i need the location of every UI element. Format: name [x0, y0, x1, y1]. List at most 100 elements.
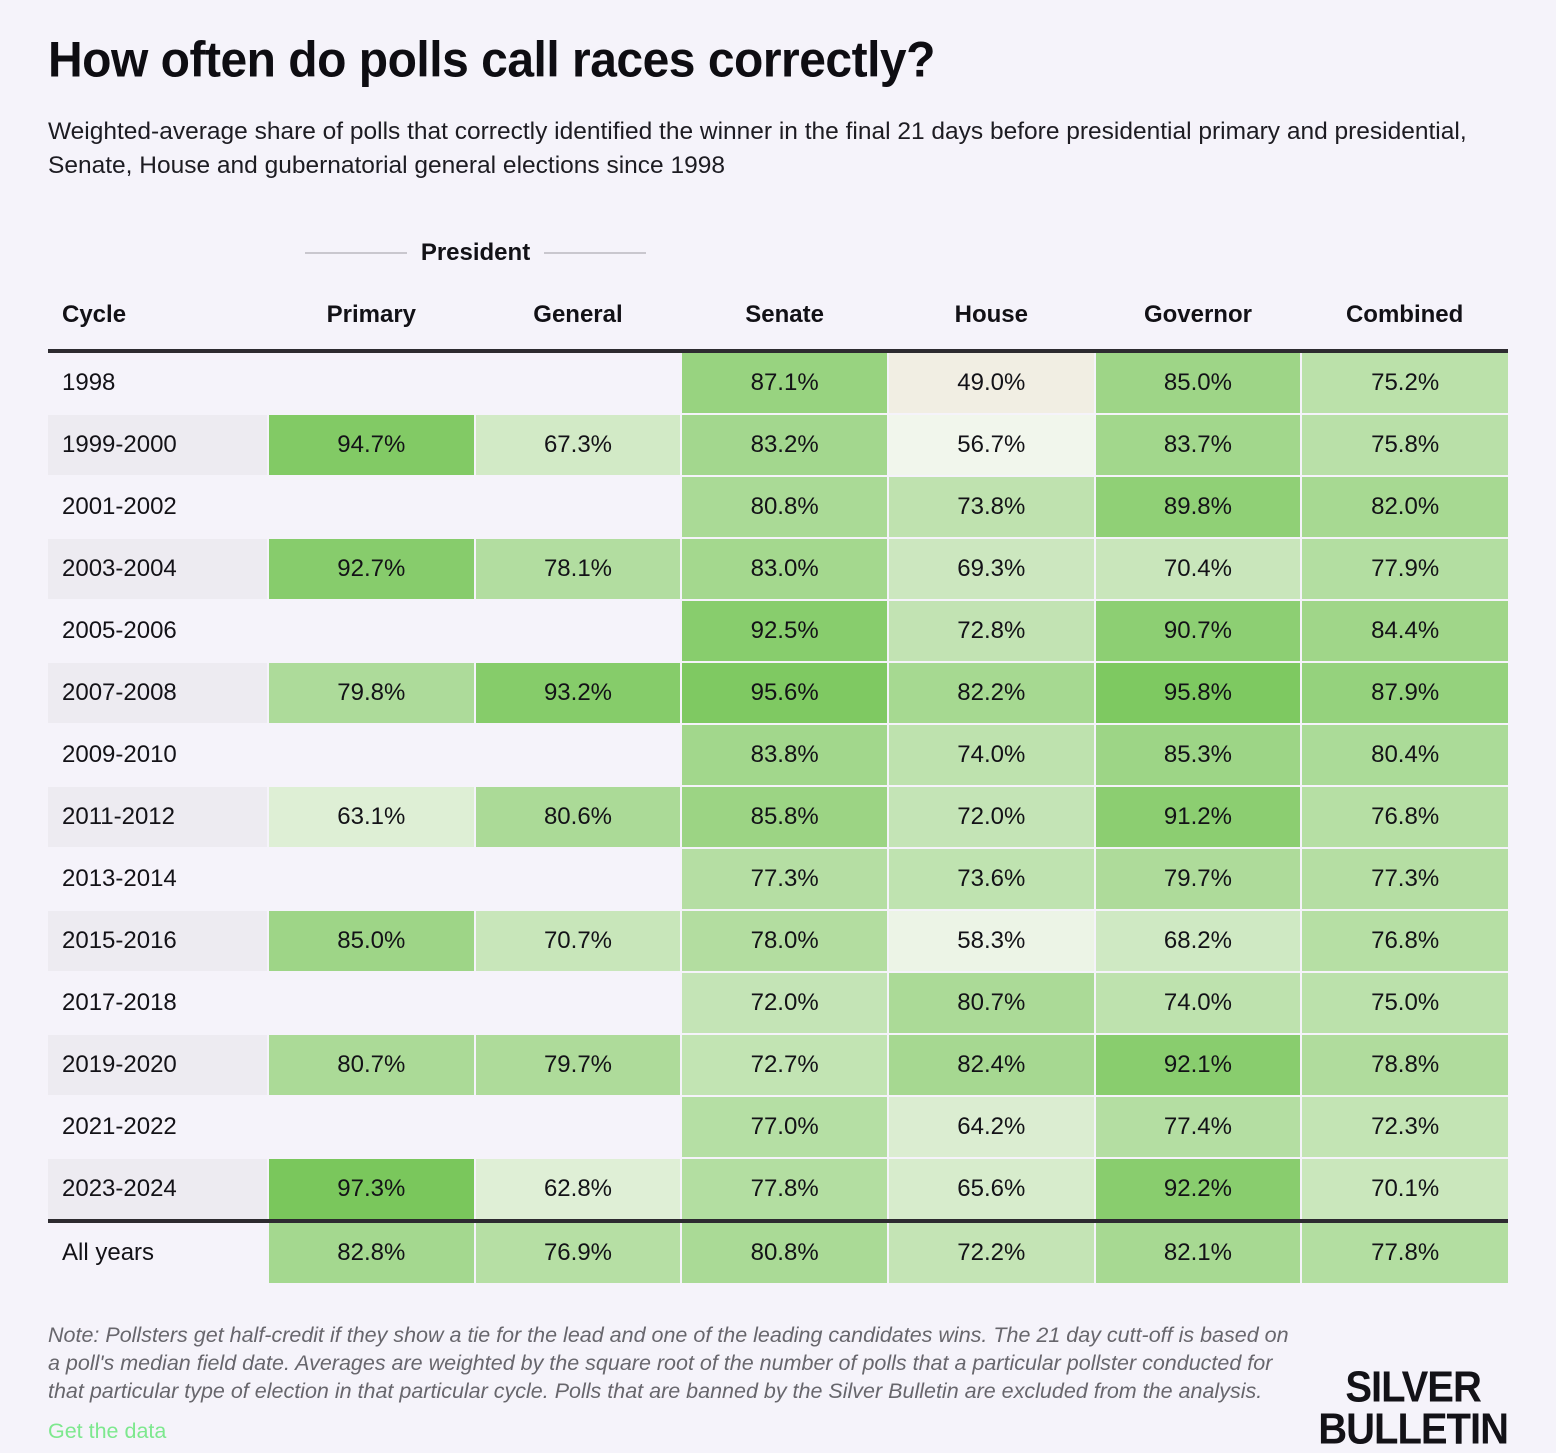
- cycle-label: 2013-2014: [48, 848, 268, 911]
- table-row: 2009-2010 83.8% 74.0% 85.3% 80.4%: [48, 724, 1508, 787]
- cell-governor: 95.8%: [1093, 662, 1302, 725]
- silver-bulletin-logo: SILVER BULLETIN: [1318, 1363, 1509, 1453]
- cycle-label: 2007-2008: [48, 662, 268, 725]
- table-row: 2005-2006 92.5% 72.8% 90.7% 84.4%: [48, 600, 1508, 663]
- cycle-label: 2017-2018: [48, 972, 268, 1035]
- cell-governor: 68.2%: [1093, 910, 1302, 973]
- footer-left: Note: Pollsters get half-credit if they …: [48, 1321, 1298, 1444]
- cell-primary: 92.7%: [267, 538, 475, 601]
- table-header-row: Cycle Primary General Senate House Governor Co…: [48, 291, 1508, 353]
- table-row: 2003-2004 92.7% 78.1% 83.0% 69.3% 70.4% 77.9%: [48, 538, 1508, 601]
- cell-combined: 70.1%: [1300, 1158, 1508, 1222]
- column-header-primary: Primary: [268, 291, 475, 353]
- cell-primary: 97.3%: [267, 1158, 475, 1222]
- logo-line-1: SILVER: [1345, 1363, 1482, 1412]
- footer: Note: Pollsters get half-credit if they …: [48, 1321, 1509, 1451]
- get-the-data-link[interactable]: Get the data: [48, 1419, 167, 1443]
- polls-accuracy-table: Cycle Primary General Senate House Governor Co…: [48, 291, 1508, 1285]
- column-header-senate: Senate: [681, 291, 888, 353]
- cell-house: 72.0%: [886, 786, 1095, 849]
- cell-combined: 82.0%: [1300, 476, 1508, 539]
- cell-governor: 83.7%: [1093, 414, 1302, 477]
- cell-governor: 82.1%: [1093, 1219, 1302, 1285]
- cell-house: 82.4%: [886, 1034, 1095, 1097]
- table-row: 2001-2002 80.8% 73.8% 89.8% 82.0%: [48, 476, 1508, 539]
- cell-general: [473, 351, 682, 415]
- cell-general: 78.1%: [473, 538, 682, 601]
- cycle-label: 2021-2022: [48, 1096, 268, 1159]
- cell-primary: [267, 724, 475, 787]
- cell-senate: 77.0%: [680, 1096, 888, 1159]
- cell-general: [473, 1096, 682, 1159]
- cell-primary: 79.8%: [267, 662, 475, 725]
- cell-governor: 85.0%: [1093, 351, 1302, 415]
- cycle-label: 2005-2006: [48, 600, 268, 663]
- cell-general: [473, 724, 682, 787]
- cell-general: 93.2%: [473, 662, 682, 725]
- cell-house: 49.0%: [886, 351, 1095, 415]
- table-row: 2015-2016 85.0% 70.7% 78.0% 58.3% 68.2% 76.8%: [48, 910, 1508, 973]
- table-row: 2021-2022 77.0% 64.2% 77.4% 72.3%: [48, 1096, 1508, 1159]
- cell-senate: 83.8%: [680, 724, 888, 787]
- cell-senate: 87.1%: [680, 351, 888, 415]
- table-row: 2019-2020 80.7% 79.7% 72.7% 82.4% 92.1% 78.8%: [48, 1034, 1508, 1097]
- cell-house: 72.2%: [886, 1219, 1095, 1285]
- cell-combined: 72.3%: [1300, 1096, 1508, 1159]
- page-title: How often do polls call races correctly?: [48, 33, 935, 89]
- cell-primary: 85.0%: [267, 910, 475, 973]
- cycle-label: 2011-2012: [48, 786, 268, 849]
- cell-governor: 85.3%: [1093, 724, 1302, 787]
- cell-house: 72.8%: [886, 600, 1095, 663]
- table-row: 2023-2024 97.3% 62.8% 77.8% 65.6% 92.2% 70.1%: [48, 1158, 1508, 1222]
- table-row: 2007-2008 79.8% 93.2% 95.6% 82.2% 95.8% 87.9%: [48, 662, 1508, 725]
- cell-combined: 80.4%: [1300, 724, 1508, 787]
- president-spanner: President: [268, 239, 683, 267]
- cell-combined: 87.9%: [1300, 662, 1508, 725]
- cycle-label: All years: [48, 1219, 268, 1285]
- table-row: 1998 87.1% 49.0% 85.0% 75.2%: [48, 351, 1508, 415]
- cell-senate: 85.8%: [680, 786, 888, 849]
- cell-primary: 63.1%: [267, 786, 475, 849]
- table-row: 2017-2018 72.0% 80.7% 74.0% 75.0%: [48, 972, 1508, 1035]
- cell-senate: 80.8%: [680, 476, 888, 539]
- cell-governor: 92.2%: [1093, 1158, 1302, 1222]
- cycle-label: 2001-2002: [48, 476, 268, 539]
- cell-primary: 82.8%: [267, 1219, 475, 1285]
- cell-combined: 75.2%: [1300, 351, 1508, 415]
- cell-combined: 77.8%: [1300, 1219, 1508, 1285]
- subtitle: Weighted-average share of polls that cor…: [48, 118, 1467, 179]
- cell-general: 79.7%: [473, 1034, 682, 1097]
- cell-governor: 70.4%: [1093, 538, 1302, 601]
- cycle-label: 1998: [48, 351, 268, 415]
- cell-general: 70.7%: [473, 910, 682, 973]
- cell-house: 64.2%: [886, 1096, 1095, 1159]
- cell-general: [473, 972, 682, 1035]
- logo-line-2: BULLETIN: [1318, 1405, 1509, 1453]
- cell-general: [473, 600, 682, 663]
- spanner-left-line: [304, 252, 407, 254]
- cell-governor: 79.7%: [1093, 848, 1302, 911]
- cell-house: 74.0%: [886, 724, 1095, 787]
- cell-house: 80.7%: [886, 972, 1095, 1035]
- cell-house: 56.7%: [886, 414, 1095, 477]
- column-header-general: General: [474, 291, 682, 353]
- cell-combined: 75.0%: [1300, 972, 1508, 1035]
- table-row: 2011-2012 63.1% 80.6% 85.8% 72.0% 91.2% 76.8%: [48, 786, 1508, 849]
- column-header-cycle: Cycle: [48, 291, 268, 353]
- cell-general: 76.9%: [473, 1219, 682, 1285]
- cell-house: 69.3%: [886, 538, 1095, 601]
- column-header-house: House: [887, 291, 1095, 353]
- cell-primary: [267, 972, 475, 1035]
- cell-general: 67.3%: [473, 414, 682, 477]
- column-header-combined: Combined: [1301, 291, 1508, 353]
- cell-primary: [267, 848, 475, 911]
- cell-house: 82.2%: [886, 662, 1095, 725]
- cell-senate: 78.0%: [680, 910, 888, 973]
- spanner-label: President: [420, 239, 531, 266]
- cell-combined: 76.8%: [1300, 910, 1508, 973]
- cell-senate: 83.0%: [680, 538, 888, 601]
- footnote: Note: Pollsters get half-credit if they …: [48, 1323, 1289, 1403]
- cell-general: 62.8%: [473, 1158, 682, 1222]
- cell-combined: 78.8%: [1300, 1034, 1508, 1097]
